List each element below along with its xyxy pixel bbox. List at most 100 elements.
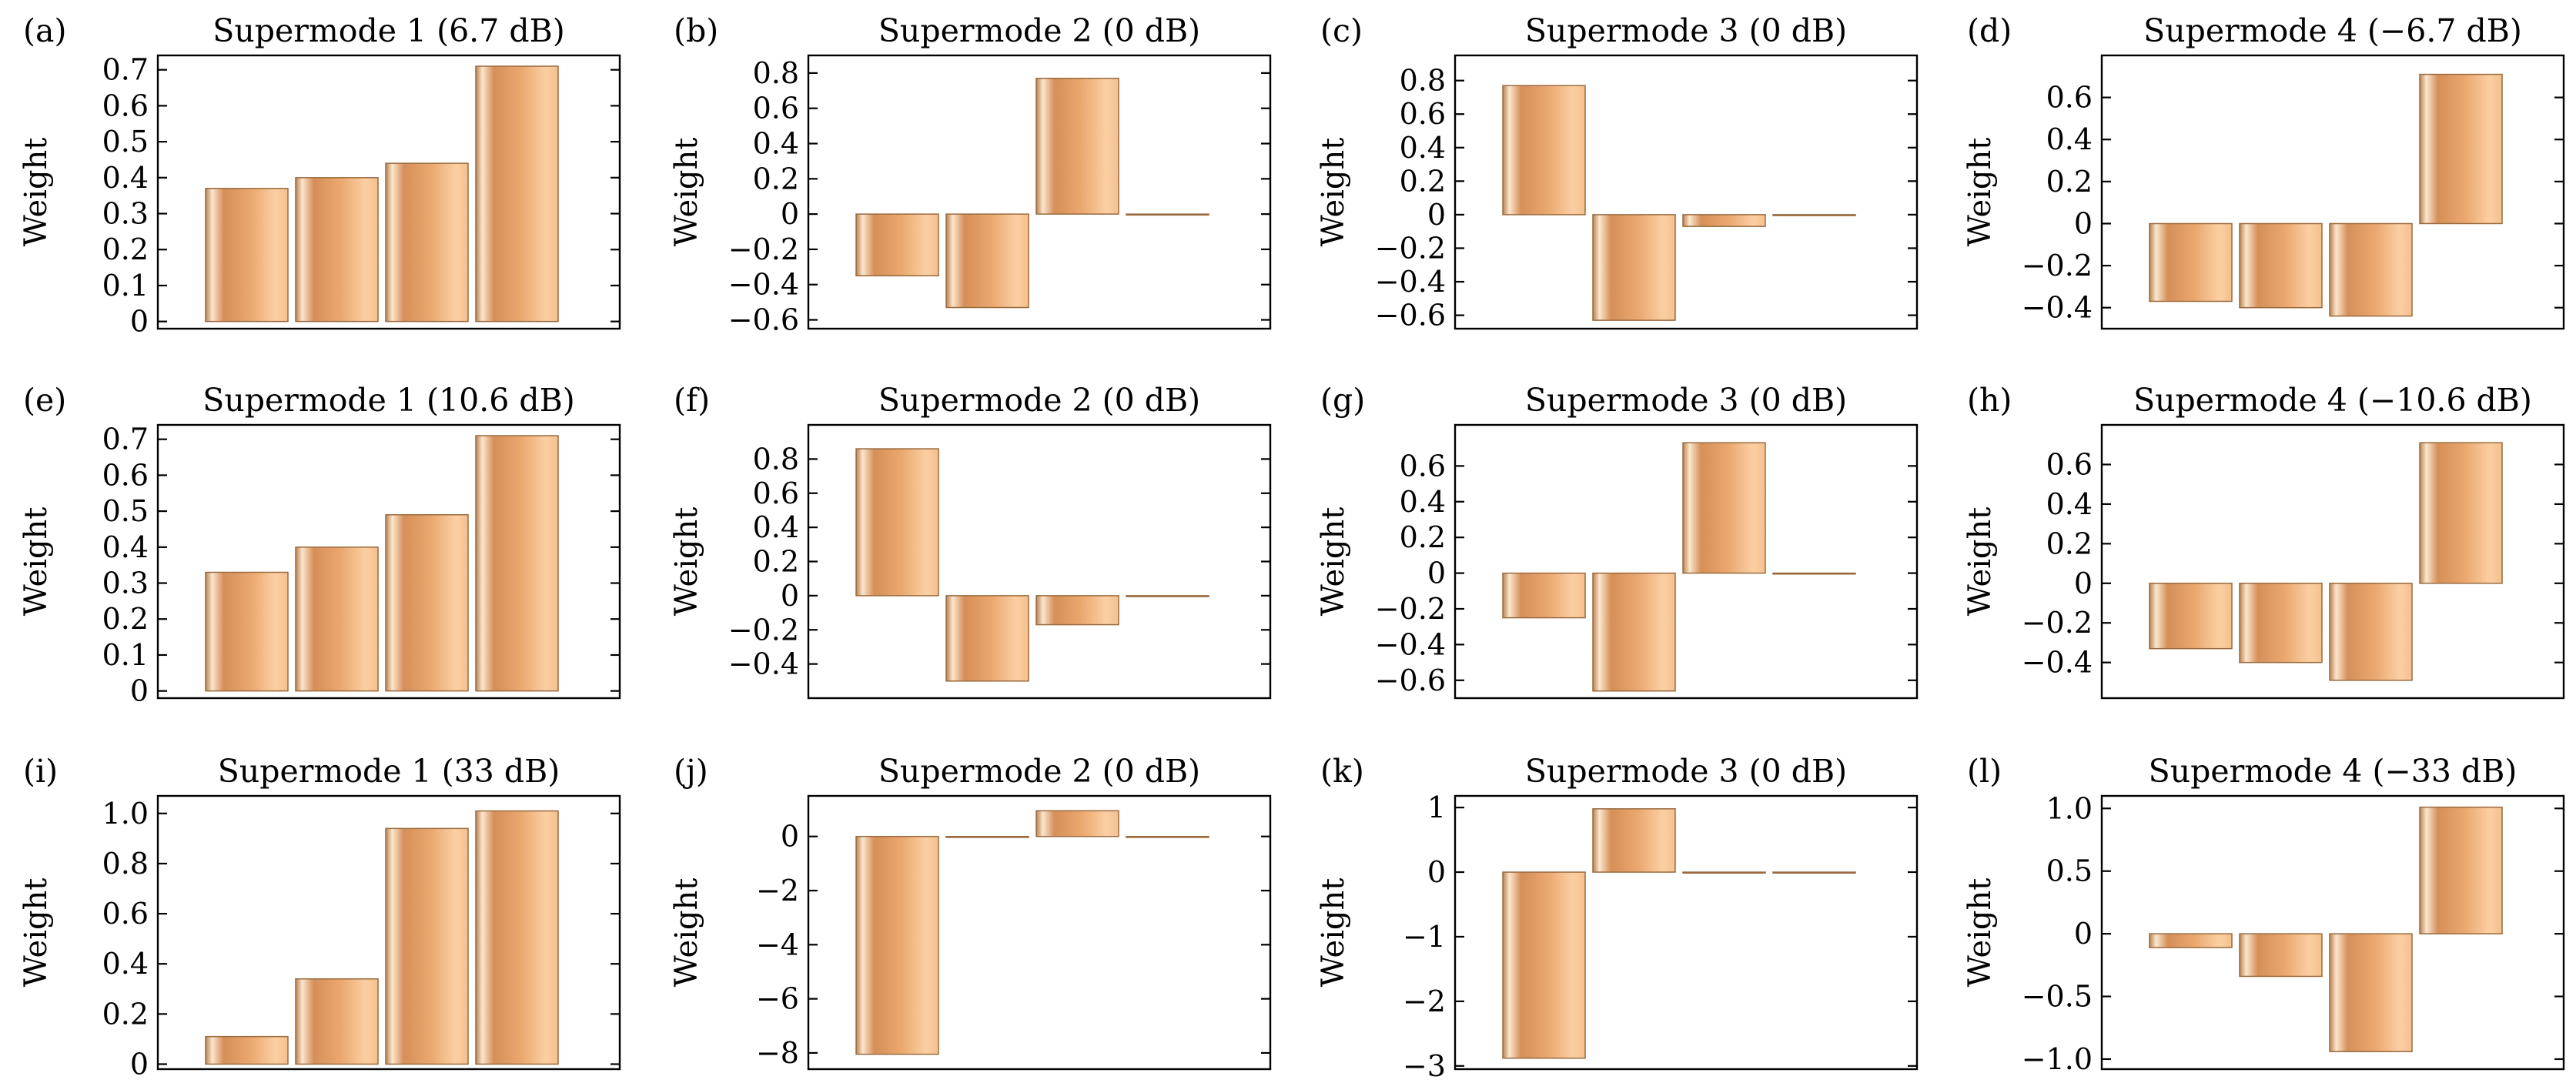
bar	[945, 595, 1029, 682]
y-tick-label: 0	[1427, 855, 1446, 889]
chart-panel-g: (g) Supermode 3 (0 dB)Weight−0.6−0.4−0.20…	[1316, 382, 1919, 700]
y-tick-label: −0.2	[2022, 606, 2093, 640]
y-tick-label: 0.6	[753, 476, 799, 510]
plot-frame	[807, 54, 1272, 330]
y-tick-label: 0.4	[753, 510, 799, 544]
bar	[2239, 933, 2323, 978]
y-tick-label: −0.4	[1375, 627, 1446, 661]
chart-panel-k: (k) Supermode 3 (0 dB) Weight −3 −2 −1 0 1	[1316, 753, 1919, 1083]
y-tick-label: 1	[1427, 791, 1446, 824]
y-axis-label: Weight	[669, 507, 704, 617]
bar	[1682, 214, 1766, 227]
bar	[2149, 933, 2233, 948]
y-tick-label: 0.6	[2046, 81, 2093, 115]
y-tick-label: 0.6	[102, 458, 149, 492]
y-tick-label: −0.5	[2022, 980, 2093, 1014]
y-tick-label: 0.2	[2046, 165, 2093, 199]
y-tick-label: 0	[130, 1047, 149, 1081]
bar	[1035, 595, 1119, 626]
bar	[475, 810, 559, 1065]
bar	[1772, 214, 1856, 216]
y-tick-label: −0.2	[728, 613, 799, 647]
y-tick-label: 0.8	[753, 442, 799, 476]
y-tick-label: 0	[2074, 206, 2093, 240]
panel-label: (i)	[23, 753, 58, 790]
bar	[385, 827, 469, 1065]
y-tick-label: 0.6	[102, 89, 149, 122]
y-tick-label: −0.4	[728, 647, 799, 681]
y-tick-label: 0.8	[102, 847, 149, 881]
y-tick-label: 0.1	[102, 269, 149, 303]
y-tick-label: −1.0	[2022, 1042, 2093, 1076]
panel-label: (c)	[1320, 12, 1363, 49]
y-tick-label: 0.3	[102, 197, 149, 231]
bar	[2329, 222, 2413, 317]
chart-panel-i: (i) Supermode 1 (33 dB) Weight 0 0.2 0.4 0.6 0.…	[18, 753, 621, 1081]
panel-label: (h)	[1967, 382, 2012, 419]
bar	[1682, 871, 1766, 874]
chart-title: Supermode 4 (−33 dB)	[2149, 753, 2517, 790]
bar	[385, 514, 469, 692]
plot-frame	[807, 794, 1272, 1071]
bar	[2419, 73, 2503, 225]
chart-panel-d: (d) Supermode 4 (−6.7 dB) Weight −0.4 −0.2 0 0…	[1962, 12, 2565, 330]
y-tick-label: −0.2	[1375, 592, 1446, 626]
bar	[1502, 572, 1586, 619]
y-axis-label: Weight	[669, 878, 704, 988]
bar	[205, 1035, 289, 1065]
chart-title: Supermode 4 (−6.7 dB)	[2143, 12, 2522, 49]
y-tick-label: 0.4	[2046, 122, 2093, 156]
y-tick-label: 0.7	[102, 53, 149, 87]
y-tick-label: 0.2	[1400, 520, 1446, 554]
y-tick-label: 0.4	[2046, 487, 2093, 521]
y-tick-label: 0.2	[1400, 164, 1446, 198]
bar	[205, 188, 289, 323]
bar	[1035, 810, 1119, 837]
plot-frame	[156, 54, 621, 330]
y-tick-label: 0.2	[102, 232, 149, 266]
chart-title: Supermode 1 (33 dB)	[218, 753, 560, 790]
y-tick-label: 0.6	[1400, 97, 1446, 131]
bar	[945, 213, 1029, 309]
plot-frame	[2100, 54, 2565, 330]
panel-label: (b)	[674, 12, 718, 49]
y-tick-label: 0	[781, 197, 799, 231]
y-tick-label: 0.4	[102, 530, 149, 564]
panel-label: (e)	[23, 382, 66, 419]
bar	[855, 448, 939, 597]
y-axis-label: Weight	[18, 878, 54, 988]
y-axis-label: Weight	[1962, 878, 1998, 988]
panel-label: (a)	[23, 12, 66, 49]
bar	[1592, 808, 1676, 873]
chart-panel-c: (c) Supermode 3 (0 dB)Weight−0.6−0.4−0.20…	[1316, 12, 1919, 333]
y-tick-label: 0	[2074, 917, 2093, 951]
y-tick-label: −0.4	[2022, 646, 2093, 680]
chart-title: Supermode 3 (0 dB)	[1525, 382, 1847, 419]
y-tick-label: −2	[1403, 984, 1446, 1018]
y-axis-label: Weight	[1962, 138, 1998, 247]
y-tick-label: 0	[1427, 198, 1446, 232]
y-tick-label: −0.6	[1375, 664, 1446, 697]
bar	[1502, 871, 1586, 1059]
chart-panel-h: (h) Supermode 4 (−10.6 dB) Weight −0.4 −0.2 0…	[1962, 382, 2565, 700]
chart-title: Supermode 3 (0 dB)	[1525, 753, 1847, 790]
y-axis-label: Weight	[1316, 878, 1351, 988]
chart-panel-e: (e) Supermode 1 (10.6 dB) Weight 00.10.20.3…	[18, 382, 621, 708]
bar	[855, 213, 939, 277]
bar	[2239, 222, 2323, 309]
y-tick-label: 0.2	[102, 602, 149, 636]
y-tick-label: 0.8	[1400, 64, 1446, 98]
y-tick-label: −0.2	[1375, 231, 1446, 265]
y-tick-label: 0.6	[102, 897, 149, 931]
y-tick-label: 0.3	[102, 567, 149, 600]
bar	[2419, 806, 2503, 934]
plot-frame	[156, 794, 621, 1071]
y-tick-label: 0.8	[753, 56, 799, 90]
panel-label: (l)	[1967, 753, 2002, 790]
y-tick-label: 0.5	[102, 494, 149, 528]
bar	[1126, 595, 1209, 597]
y-tick-label: 0.5	[102, 125, 149, 159]
bar	[2329, 933, 2413, 1052]
y-tick-label: 0	[2074, 567, 2093, 600]
